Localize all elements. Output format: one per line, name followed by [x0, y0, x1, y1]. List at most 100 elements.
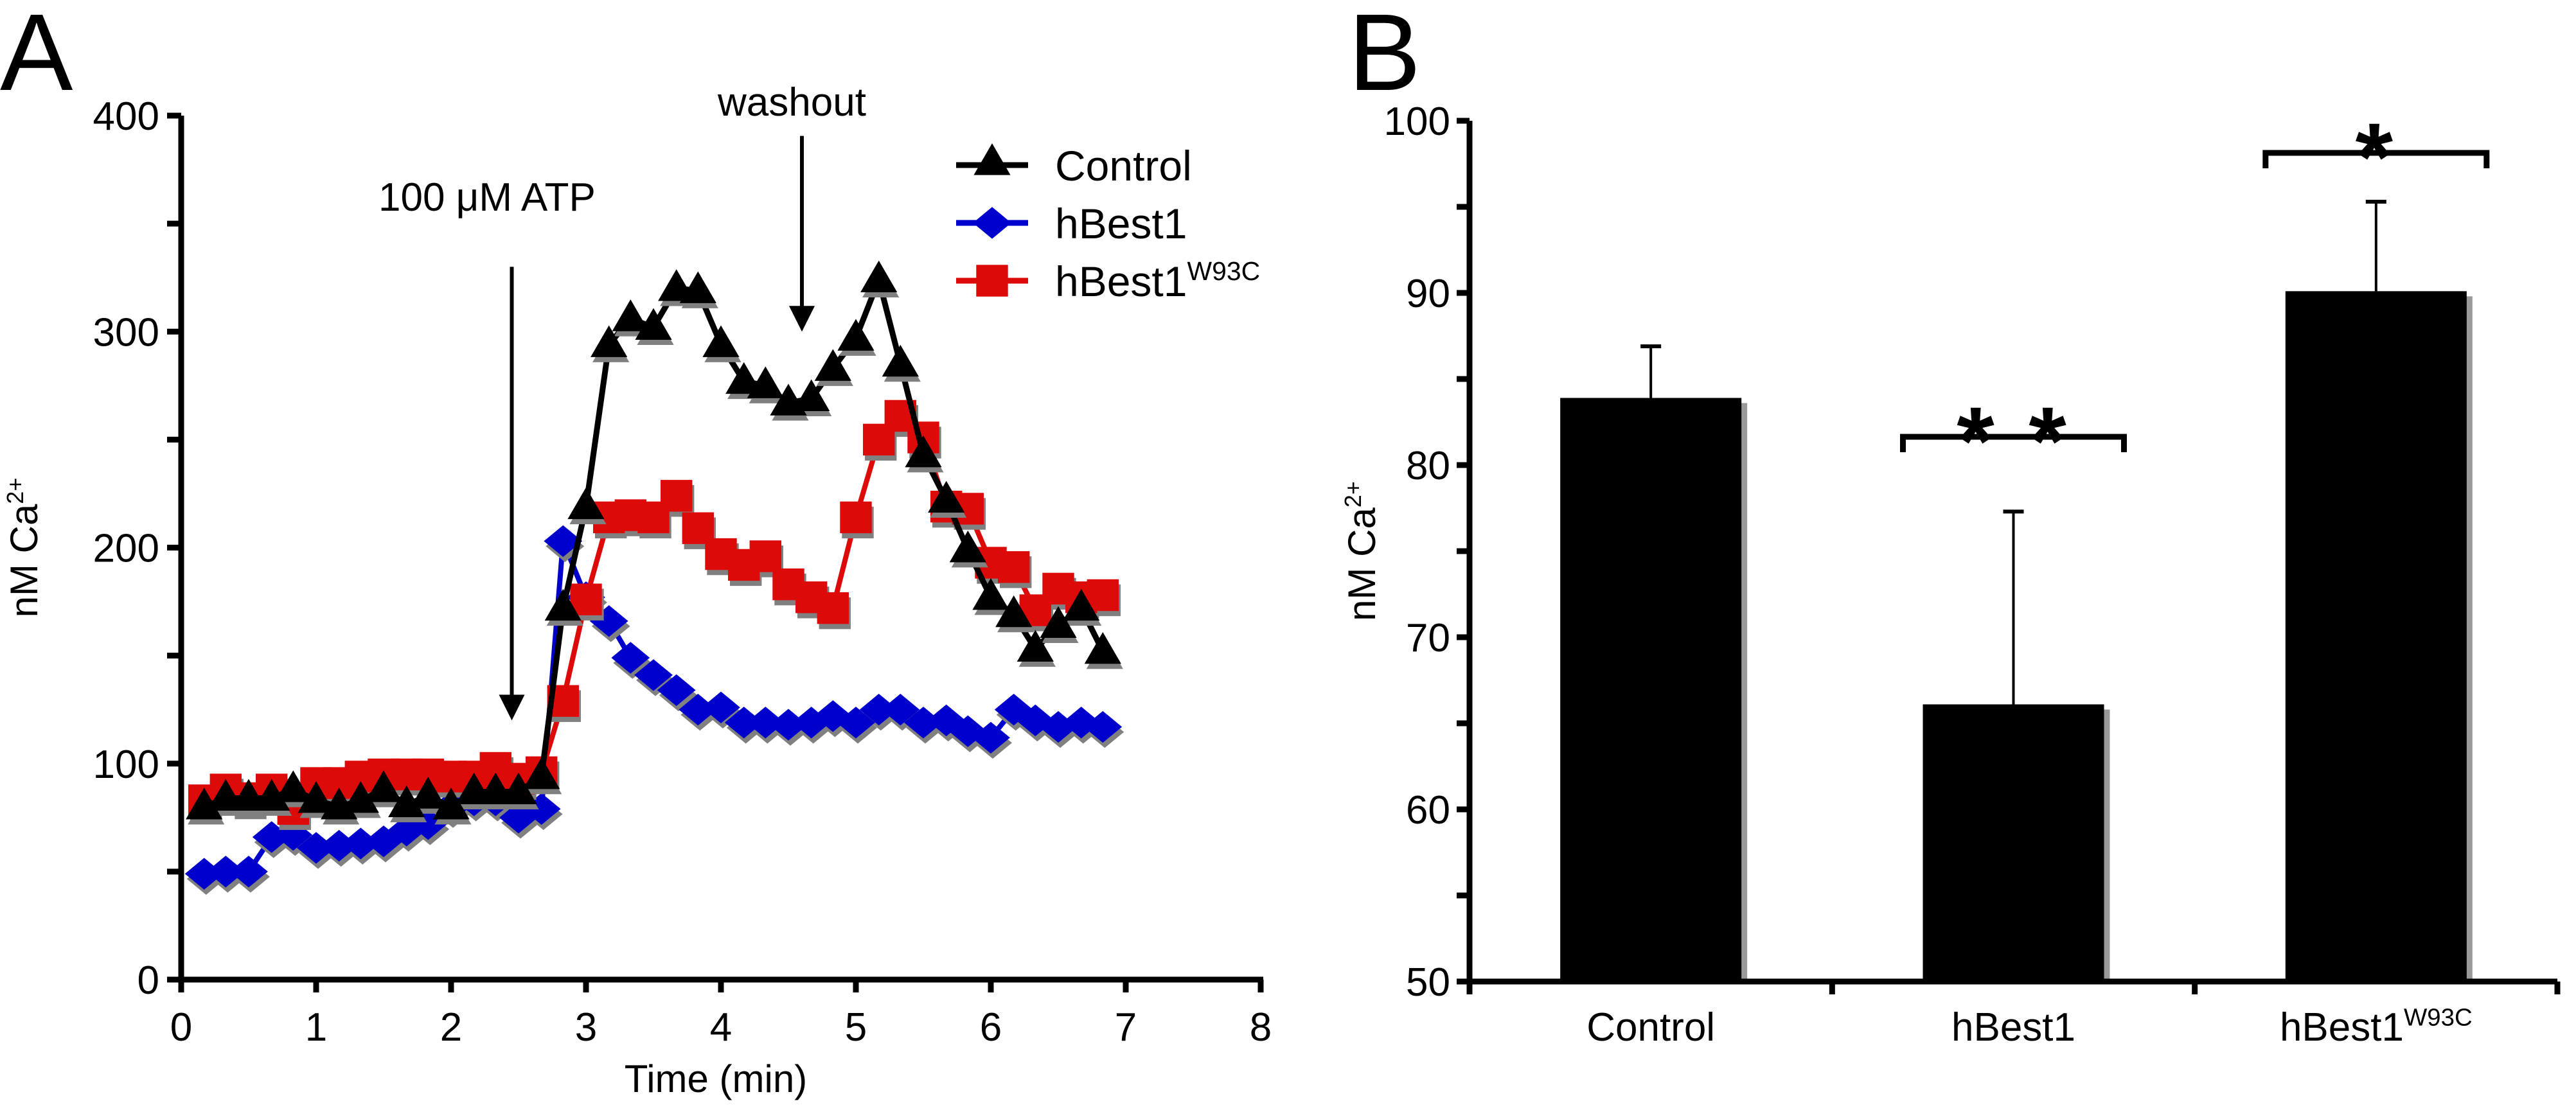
- panel-b-category-label-sup: W93C: [2404, 1003, 2473, 1031]
- panel-b-y-axis-label-group: nM Ca2+: [1340, 481, 1383, 621]
- panel-a-x-tick-label: 6: [980, 1005, 1002, 1050]
- data-point-hbest1: [611, 642, 650, 674]
- data-point-hbest1: [679, 693, 718, 726]
- annotation-atp-label: 100 μM ATP: [378, 175, 596, 220]
- panel-a-y-tick-label: 200: [93, 527, 159, 571]
- data-point-hbest1: [881, 693, 920, 726]
- panel-a-axes: 0 100 200 300 400 0 1 2 3 4 5 6 7 8 Time (min) nM Ca2+: [2, 94, 1272, 1100]
- data-point-control: [342, 781, 379, 813]
- panel-b-y-tick-label: 70: [1406, 616, 1450, 660]
- legend-label: Control: [1055, 142, 1192, 189]
- panel-a-x-tick-label: 1: [305, 1005, 327, 1050]
- annotation-washout-label: washout: [717, 80, 866, 125]
- data-point-control: [298, 781, 335, 813]
- bar-2: [2285, 291, 2467, 982]
- data-point-hbest1: [274, 819, 313, 851]
- panel-a-y-axis-label: nM Ca2+: [2, 478, 46, 618]
- panel-b-category-label: Control: [1586, 1005, 1715, 1050]
- legend-label-main: hBest1: [1055, 258, 1187, 305]
- data-point-hbest1: [206, 856, 245, 888]
- data-point-hbest1: [522, 793, 561, 825]
- panel-b-bars: [1560, 199, 2473, 982]
- data-point-control: [500, 772, 537, 804]
- data-point-control: [905, 436, 942, 468]
- data-point-hbest1: [927, 704, 966, 737]
- data-point-hbest1: [387, 815, 426, 847]
- data-point-control: [995, 595, 1033, 628]
- significance-bracket: [2262, 150, 2490, 168]
- data-point-hbest1w93c: [661, 480, 693, 512]
- panel-b-y-tick-label: 60: [1406, 788, 1450, 833]
- legend-marker-diamond-icon: [973, 207, 1011, 239]
- panel-b-category-label: hBest1W93C: [2280, 1003, 2473, 1050]
- legend-label-sup: W93C: [1187, 256, 1260, 286]
- panel-b-y-tick-label: 50: [1406, 960, 1450, 1005]
- data-point-control: [1040, 606, 1077, 639]
- panel-b-y-tick-label: 100: [1384, 100, 1450, 144]
- data-point-control: [365, 770, 402, 802]
- panel-b-y-axis-label-sup: 2+: [1340, 481, 1366, 507]
- significance-marker: * *: [1900, 387, 2127, 495]
- panel-a-y-axis-label-group: nM Ca2+: [2, 478, 46, 618]
- data-point-hbest1w93c: [817, 592, 849, 624]
- panel-a-y-tick-label: 100: [93, 743, 159, 787]
- panel-a-x-tick-label: 3: [575, 1005, 597, 1050]
- panel-a-y-tick-label: 0: [138, 958, 159, 1003]
- data-point-control: [388, 785, 425, 818]
- annotation-atp-arrow-head: [499, 694, 525, 721]
- data-point-control: [747, 366, 784, 398]
- data-point-hbest1w93c: [749, 540, 781, 572]
- data-point-hbest1: [1083, 710, 1123, 743]
- panel-a-y-axis-label-sup: 2+: [2, 478, 28, 504]
- data-point-hbest1: [859, 693, 898, 726]
- legend-label: hBest1W93C: [1055, 256, 1260, 305]
- panel-b-category-label-main: hBest1: [1951, 1005, 2075, 1050]
- data-point-hbest1: [904, 707, 943, 739]
- data-point-hbest1: [837, 707, 875, 739]
- data-point-control: [882, 344, 919, 377]
- series-hbest1w93c: [188, 400, 1121, 831]
- significance-stars: *: [2356, 103, 2397, 211]
- annotation-washout-arrow-head: [789, 306, 815, 332]
- panel-a-x-axis-label: Time (min): [625, 1057, 807, 1100]
- panel-a-x-tick-label: 5: [845, 1005, 867, 1050]
- data-point-hbest1: [184, 858, 224, 890]
- panel-a-x-tick-label: 0: [170, 1005, 192, 1050]
- data-point-hbest1: [972, 721, 1010, 754]
- bar-group: [1923, 509, 2110, 982]
- data-point-hbest1: [994, 693, 1033, 726]
- bar-1: [1923, 704, 2104, 982]
- data-point-hbest1: [319, 829, 359, 862]
- data-point-control: [972, 577, 1009, 610]
- data-point-control: [1084, 632, 1121, 664]
- data-point-control: [679, 271, 716, 303]
- panel-b-category-label: hBest1: [1951, 1005, 2075, 1050]
- bar-group: [2285, 199, 2473, 982]
- data-point-control: [1063, 588, 1100, 621]
- panel-a-series: [184, 260, 1124, 895]
- legend-marker-square-icon: [976, 265, 1008, 297]
- legend-item-control: Control: [956, 142, 1192, 189]
- legend-label-main: Control: [1055, 142, 1192, 189]
- data-point-hbest1: [589, 605, 628, 637]
- panel-b-significance: * * *: [1900, 103, 2490, 495]
- data-point-hbest1: [1061, 707, 1101, 739]
- legend-marker-triangle-icon: [973, 143, 1011, 175]
- legend-label-main: hBest1: [1055, 200, 1187, 247]
- data-point-hbest1: [229, 856, 268, 888]
- legend-label: hBest1: [1055, 200, 1187, 247]
- significance-bracket: [1900, 434, 2127, 452]
- data-point-hbest1: [634, 659, 673, 691]
- panel-b-category-label-main: Control: [1586, 1005, 1715, 1050]
- data-point-control: [814, 349, 851, 381]
- data-point-control: [186, 788, 223, 820]
- data-point-hbest1w93c: [570, 583, 602, 615]
- panel-a-annotations: 100 μM ATP washout: [378, 80, 866, 721]
- data-point-control: [523, 757, 560, 789]
- data-point-hbest1w93c: [840, 501, 872, 534]
- data-point-hbest1: [409, 808, 448, 840]
- data-point-control: [409, 777, 447, 809]
